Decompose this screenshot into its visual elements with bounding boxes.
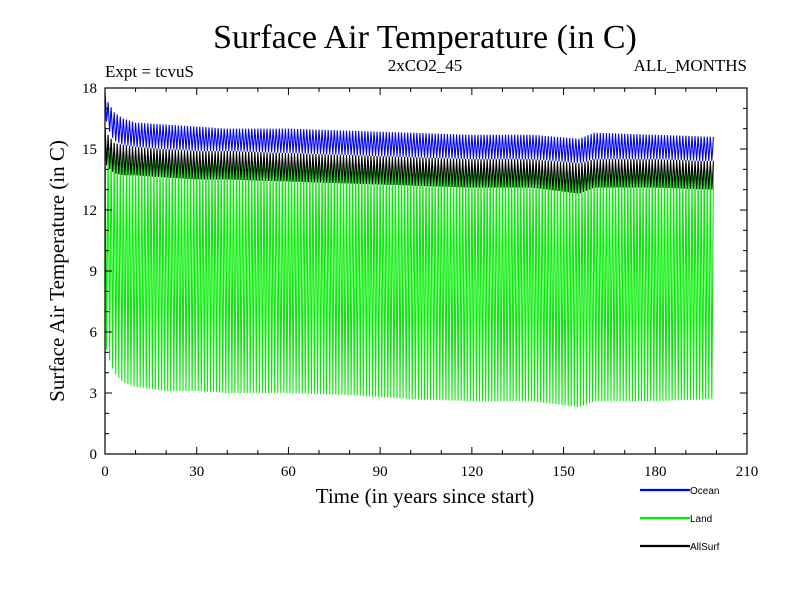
y-tick-label: 18 — [82, 81, 97, 97]
legend-label-land: Land — [690, 514, 712, 525]
y-tick-label: 9 — [90, 264, 98, 280]
period-label: ALL_MONTHS — [634, 56, 747, 75]
y-tick-label: 12 — [82, 203, 97, 219]
y-axis-label: Surface Air Temperature (in C) — [45, 140, 69, 402]
series-line-ocean — [104, 92, 714, 164]
y-tick-label: 3 — [90, 386, 98, 402]
plot-area — [104, 92, 714, 408]
y-tick-label: 15 — [82, 142, 97, 158]
series-line-allsurf — [104, 126, 714, 194]
y-tick-label: 6 — [90, 325, 98, 341]
x-tick-label: 210 — [736, 464, 759, 480]
experiment-label: Expt = tcvuS — [105, 62, 194, 81]
x-tick-label: 30 — [189, 464, 204, 480]
legend-label-allsurf: AllSurf — [690, 542, 720, 553]
y-tick-label: 0 — [90, 447, 98, 463]
x-tick-label: 90 — [373, 464, 388, 480]
x-tick-label: 0 — [101, 464, 109, 480]
scenario-label: 2xCO2_45 — [388, 56, 463, 75]
legend: Ocean Land AllSurf — [640, 486, 720, 553]
legend-label-ocean: Ocean — [690, 486, 719, 497]
x-tick-label: 120 — [461, 464, 484, 480]
chart-title: Surface Air Temperature (in C) — [213, 19, 637, 56]
x-tick-label: 60 — [281, 464, 296, 480]
x-tick-label: 180 — [644, 464, 667, 480]
series-line-land — [104, 136, 714, 408]
x-tick-label: 150 — [552, 464, 575, 480]
axes: 0 30 60 90 120 150 180 210 0 3 6 9 12 15 18 — [82, 81, 758, 480]
x-axis-label: Time (in years since start) — [316, 484, 535, 508]
